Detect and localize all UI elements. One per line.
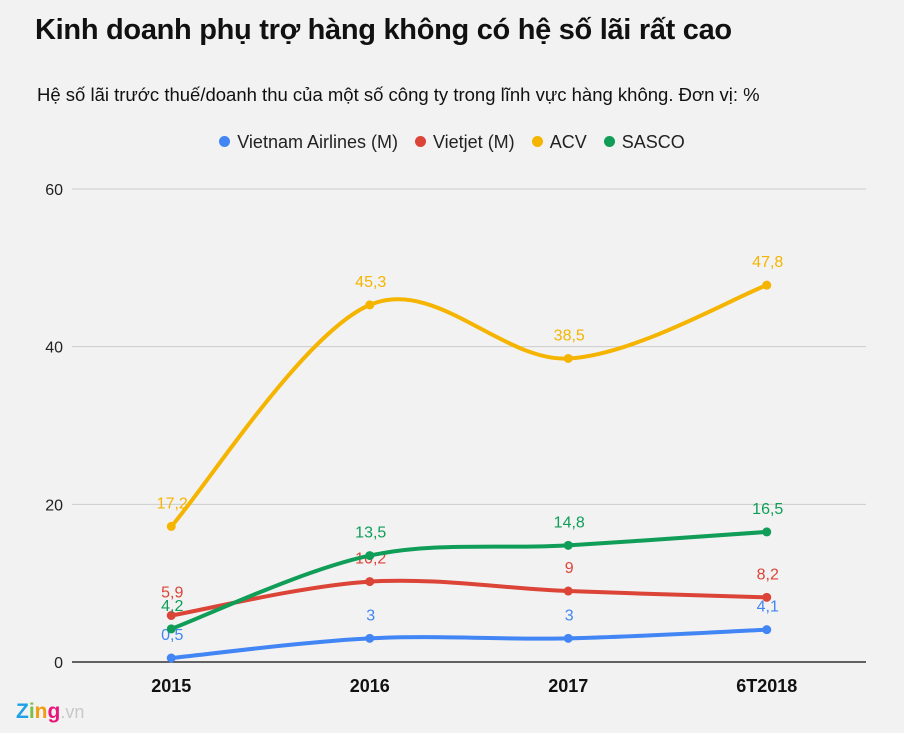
legend-label: Vietnam Airlines (M) [237, 132, 398, 152]
series-line [170, 529, 767, 631]
zing-logo: Zing.vn [16, 700, 85, 723]
y-tick-label: 20 [45, 497, 63, 514]
data-label: 17,2 [157, 495, 188, 512]
data-point [762, 280, 772, 290]
x-tick-label: 6T2018 [736, 676, 797, 696]
data-label: 8,2 [757, 566, 779, 583]
y-tick-label: 0 [54, 655, 63, 672]
y-tick-label: 40 [45, 340, 63, 357]
legend-dot-icon [219, 136, 231, 147]
legend-item: ACV [531, 132, 587, 153]
data-label: 14,8 [554, 514, 585, 531]
data-label: 38,5 [554, 327, 585, 344]
legend-item: Vietjet (M) [414, 132, 515, 153]
data-point [365, 633, 375, 643]
data-point [762, 592, 772, 602]
data-point [166, 624, 176, 634]
data-label: 4,1 [757, 599, 779, 616]
data-point [166, 653, 176, 663]
data-label: 47,8 [752, 254, 783, 271]
y-tick-label: 60 [45, 182, 63, 199]
data-point [563, 540, 573, 550]
data-label: 5,9 [161, 584, 183, 601]
data-label: 0,5 [161, 627, 183, 644]
data-point [166, 521, 176, 531]
data-label: 4,2 [161, 598, 183, 615]
data-point [166, 610, 176, 620]
legend-dot-icon [531, 136, 543, 147]
data-point [365, 300, 375, 310]
legend-item: Vietnam Airlines (M) [219, 132, 398, 153]
data-point [563, 353, 573, 363]
legend-label: ACV [549, 132, 587, 152]
data-point [365, 577, 375, 587]
legend-label: SASCO [621, 132, 685, 152]
series-line [170, 578, 767, 618]
data-point [563, 586, 573, 596]
legend-dot-icon [603, 136, 615, 147]
data-point [762, 527, 772, 537]
chart-subtitle: Hệ số lãi trước thuế/doanh thu của một s… [37, 84, 760, 105]
x-tick-label: 2015 [151, 676, 191, 696]
legend-label: Vietjet (M) [432, 132, 515, 152]
data-point [762, 625, 772, 635]
x-tick-label: 2016 [350, 676, 390, 696]
data-label: 16,5 [752, 501, 783, 518]
series-line [171, 627, 767, 661]
data-label: 3 [366, 607, 375, 624]
data-point [563, 633, 573, 643]
chart-title: Kinh doanh phụ trợ hàng không có hệ số l… [35, 14, 732, 46]
legend-dot-icon [414, 136, 426, 147]
data-label: 9 [565, 560, 574, 577]
data-label: 45,3 [355, 274, 386, 291]
legend-item: SASCO [603, 132, 685, 153]
data-label: 3 [565, 607, 574, 624]
x-tick-label: 2017 [548, 676, 588, 696]
legend: Vietnam Airlines (M) Vietjet (M) ACV SAS… [0, 132, 904, 153]
data-point [365, 551, 375, 561]
data-label: 13,5 [355, 525, 386, 542]
series-line [169, 283, 768, 528]
